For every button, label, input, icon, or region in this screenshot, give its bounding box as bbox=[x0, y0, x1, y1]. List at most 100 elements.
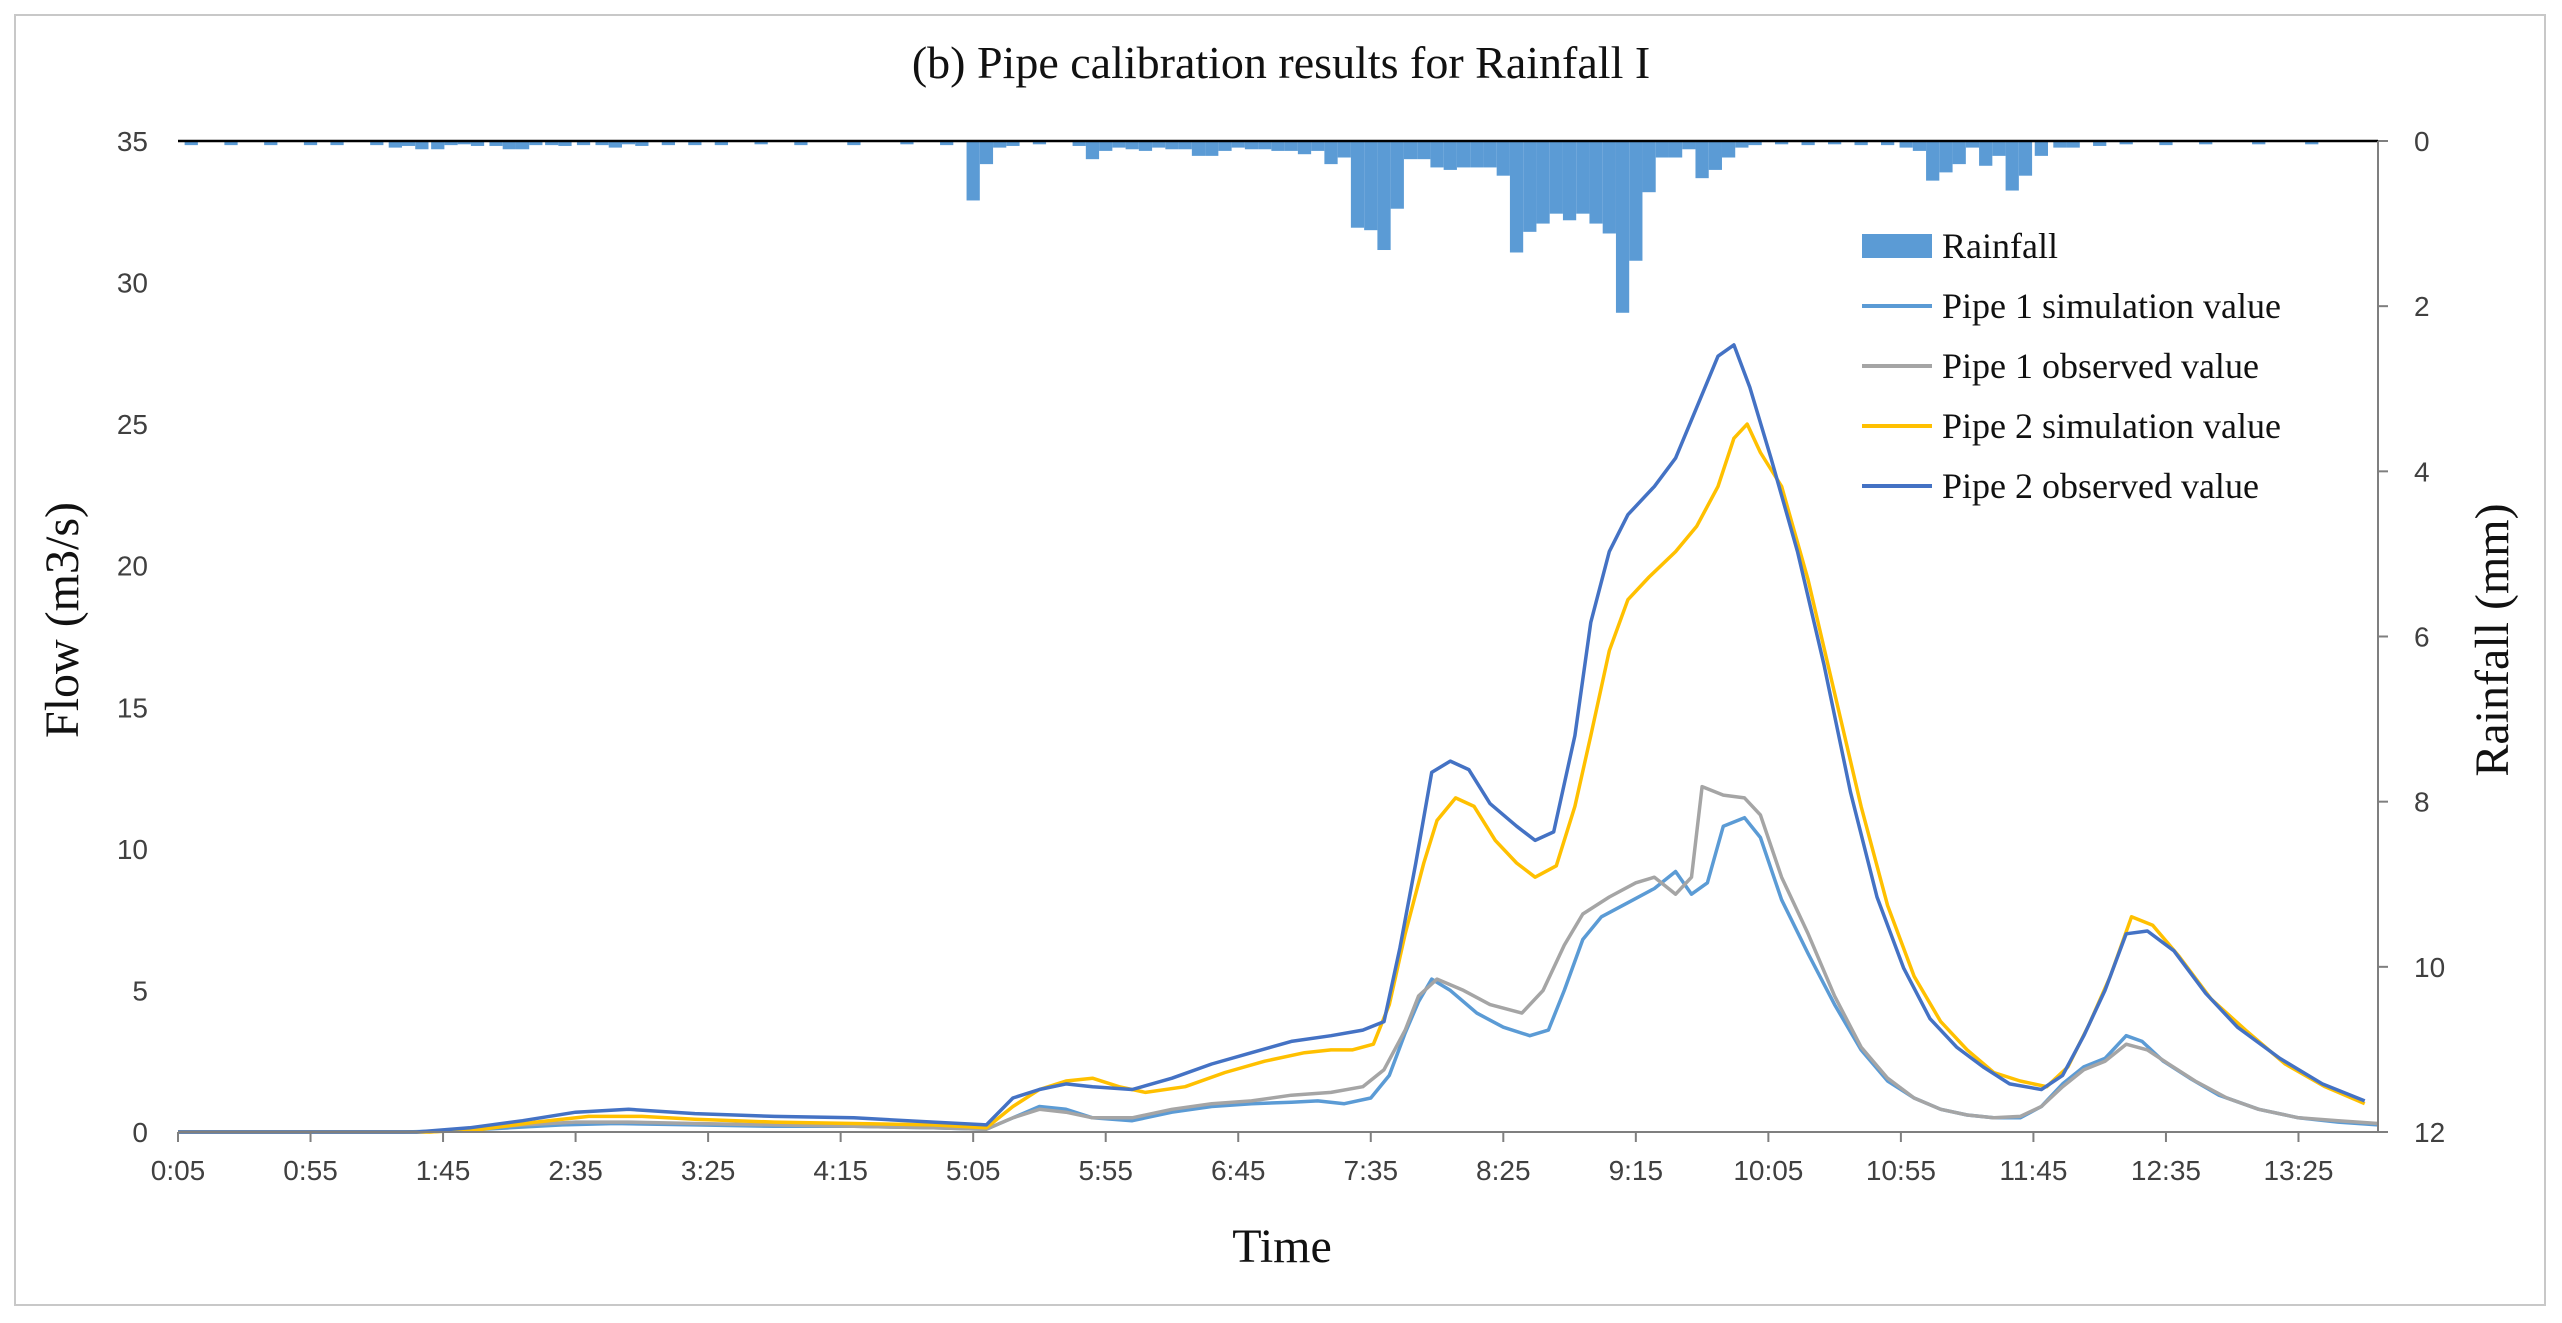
rainfall-bar bbox=[1549, 141, 1563, 214]
legend: Rainfall Pipe 1 simulation value Pipe 1 ob… bbox=[1862, 226, 2281, 506]
rainfall-bar bbox=[2199, 141, 2213, 145]
x-tick-label: 10:05 bbox=[1733, 1155, 1803, 1186]
y-axis-title: Flow (m3/s) bbox=[36, 502, 89, 738]
rainfall-bar bbox=[303, 141, 318, 146]
rainfall-bar bbox=[1006, 141, 1020, 146]
rainfall-bar bbox=[2005, 141, 2019, 191]
y2-tick-label: 4 bbox=[2414, 456, 2430, 487]
rainfall-bar bbox=[2066, 141, 2080, 148]
rainfall-bar bbox=[966, 141, 980, 201]
rainfall-bar bbox=[1562, 141, 1577, 221]
rainfall-bar bbox=[1523, 141, 1537, 232]
pipe-1-observed-value-legend-label: Pipe 1 observed value bbox=[1942, 346, 2259, 386]
rainfall-bar bbox=[264, 141, 278, 146]
rainfall-bar bbox=[1152, 141, 1166, 148]
rainfall-bar bbox=[714, 141, 728, 146]
rainfall-bar bbox=[401, 141, 416, 146]
rainfall-bar bbox=[688, 141, 702, 146]
y2-axis-ticks: 0 2 4 6 8 10 12 bbox=[2378, 126, 2445, 1148]
rainfall-bar bbox=[993, 141, 1007, 148]
rainfall-bar bbox=[2034, 141, 2048, 156]
rainfall-bar bbox=[2305, 141, 2319, 145]
rainfall-bar bbox=[1965, 141, 1980, 148]
series-lines bbox=[178, 343, 2379, 1134]
rainfall-bar bbox=[754, 141, 768, 145]
rainfall-bar bbox=[457, 141, 471, 145]
rainfall-bar bbox=[1881, 141, 1895, 146]
rainfall-bar bbox=[1443, 141, 1457, 170]
rainfall-bar bbox=[1774, 141, 1789, 145]
rainfall-bar bbox=[184, 141, 198, 146]
rainfall-bar bbox=[621, 141, 636, 145]
rainfall-bar bbox=[1271, 141, 1285, 151]
rainfall-bar bbox=[1735, 141, 1749, 148]
x-tick-label: 4:15 bbox=[813, 1155, 868, 1186]
rainfall-bar bbox=[1828, 141, 1842, 145]
rainfall-bar bbox=[1748, 141, 1762, 146]
pipe-2-observed-value-line bbox=[178, 343, 2366, 1134]
rainfall-bar bbox=[1912, 141, 1927, 151]
rainfall-bar bbox=[1496, 141, 1510, 176]
y-tick-label: 20 bbox=[117, 551, 148, 582]
rainfall-bar bbox=[1602, 141, 1616, 234]
y2-tick-label: 6 bbox=[2414, 622, 2430, 653]
rainfall-bar bbox=[1629, 141, 1643, 261]
rainfall-bar bbox=[1801, 141, 1815, 146]
x-tick-label: 13:25 bbox=[2263, 1155, 2333, 1186]
rainfall-bar bbox=[1417, 141, 1431, 160]
rainfall-bar bbox=[1350, 141, 1365, 228]
x-tick-label: 11:45 bbox=[1999, 1155, 2067, 1186]
rainfall-bar bbox=[794, 141, 808, 146]
pipe-1-observed-value-line bbox=[178, 784, 2379, 1134]
rainfall-bar bbox=[1509, 141, 1524, 253]
rainfall-bar bbox=[1682, 141, 1696, 150]
x-tick-label: 10:55 bbox=[1866, 1155, 1936, 1186]
rainfall-bar bbox=[545, 141, 559, 146]
rainfall-bar bbox=[1615, 141, 1630, 313]
pipe-2-simulation-value-line bbox=[178, 422, 2366, 1134]
rainfall-bar bbox=[2119, 141, 2133, 145]
y-tick-label: 15 bbox=[117, 692, 148, 723]
rainfall-bar bbox=[847, 141, 861, 146]
rainfall-bar bbox=[1695, 141, 1709, 179]
pipe-2-simulation-value-legend-label: Pipe 2 simulation value bbox=[1942, 406, 2281, 446]
rainfall-bar bbox=[635, 141, 649, 146]
rainfall-bar bbox=[1032, 141, 1047, 145]
y-tick-label: 25 bbox=[117, 409, 148, 440]
y-tick-label: 30 bbox=[117, 268, 148, 299]
rainfall-bar bbox=[415, 141, 429, 150]
y2-tick-label: 2 bbox=[2414, 291, 2430, 322]
rainfall-bar bbox=[431, 141, 445, 150]
rainfall-bar bbox=[1258, 141, 1272, 150]
rainfall-bar bbox=[1165, 141, 1179, 150]
rainfall-bar bbox=[1589, 141, 1603, 224]
y-axis-ticks: 0 5 10 15 20 25 30 35 bbox=[117, 126, 148, 1148]
x-tick-label: 6:45 bbox=[1211, 1155, 1266, 1186]
y2-axis-title: Rainfall (mm) bbox=[2466, 503, 2519, 776]
rainfall-bar bbox=[1854, 141, 1868, 146]
rainfall-bar bbox=[1390, 141, 1404, 209]
rainfall-bar bbox=[1205, 141, 1219, 156]
rainfall-bar bbox=[1721, 141, 1736, 158]
x-axis-title: Time bbox=[1232, 1220, 1332, 1273]
y-tick-label: 10 bbox=[117, 834, 148, 865]
y-tick-label: 0 bbox=[132, 1117, 148, 1148]
y-tick-label: 5 bbox=[132, 975, 148, 1006]
rainfall-bar bbox=[1337, 141, 1351, 158]
rainfall-bar bbox=[661, 141, 675, 146]
rainfall-bar bbox=[1939, 141, 1953, 173]
rainfall-bar bbox=[2159, 141, 2173, 146]
rainfall-bar bbox=[1112, 141, 1126, 148]
rainfall-bar bbox=[979, 141, 994, 165]
chart-title: (b) Pipe calibration results for Rainfal… bbox=[912, 37, 1650, 88]
rainfall-bar bbox=[1284, 141, 1298, 151]
rainfall-bar bbox=[1191, 141, 1206, 156]
rainfall-bar bbox=[1244, 141, 1259, 150]
rainfall-bar bbox=[1218, 141, 1232, 151]
rainfall-bar bbox=[558, 141, 572, 146]
x-tick-label: 2:35 bbox=[548, 1155, 603, 1186]
y2-tick-label: 8 bbox=[2414, 787, 2430, 818]
rainfall-legend-label: Rainfall bbox=[1942, 226, 2058, 266]
rainfall-bar bbox=[1668, 141, 1683, 158]
rainfall-bar bbox=[1231, 141, 1245, 148]
